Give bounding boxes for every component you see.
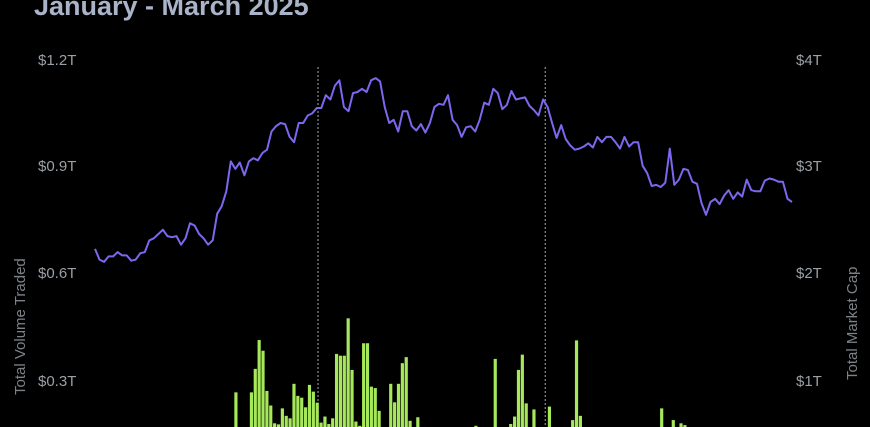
volume-bar [571,420,575,427]
left-tick-label: $1.2T [38,52,76,69]
volume-bar [362,343,366,427]
volume-bar [373,388,377,427]
volume-bar [331,418,335,427]
volume-bar [354,421,358,427]
volume-bar [342,355,346,427]
volume-bar [358,425,362,427]
volume-bar [389,383,393,427]
volume-bar [404,357,408,427]
volume-bar [234,392,238,427]
left-axis-title: Total Volume Traded [12,258,29,395]
left-tick-label: $0.6T [38,265,76,282]
right-tick-label: $4T [796,52,822,69]
volume-bar [304,407,308,427]
volume-bar [261,350,265,427]
volume-bar [400,363,404,427]
volume-bar [307,384,312,427]
volume-bar [520,354,524,427]
volume-bar [288,418,292,427]
chart-title: January - March 2025 [34,0,309,21]
volume-bar [253,368,257,427]
volume-bar [350,369,354,427]
volume-bar [377,410,381,427]
volume-bar [296,395,300,427]
volume-bar [269,405,273,427]
reference-lines [317,67,546,427]
volume-bar [249,392,253,427]
volume-bar [547,406,552,427]
volume-bar [257,340,261,427]
volume-bar [365,343,370,427]
volume-bar [493,358,497,427]
volume-bar [346,318,350,427]
right-tick-label: $2T [796,265,822,282]
right-axis-title: Total Market Cap [844,267,861,380]
market-cap-line [94,77,793,263]
volume-bar [315,402,319,427]
volume-bar [284,415,288,427]
volume-bar [300,397,304,427]
volume-bar [671,420,675,427]
volume-bar [311,391,315,427]
left-tick-label: $0.3T [38,373,76,390]
volume-bar [509,424,513,427]
volume-bar [369,386,373,427]
volume-bar [516,369,521,427]
right-axis: $4T $3T $2T $1T [796,52,822,390]
volume-bars [234,318,687,427]
volume-bar [334,353,339,427]
volume-bar [396,383,401,427]
volume-bar [292,383,296,427]
volume-bar [408,420,412,427]
volume-bar [276,424,281,427]
volume-bar [319,422,323,427]
volume-bar [338,355,343,427]
volume-bar [532,409,536,427]
volume-bar [265,390,269,427]
volume-bar [327,424,331,427]
volume-bar [578,415,582,427]
volume-bar [524,403,528,427]
volume-bar [280,408,284,427]
left-tick-label: $0.9T [38,158,76,175]
volume-bar [513,416,517,427]
volume-bar [683,425,687,427]
right-tick-label: $1T [796,373,822,390]
volume-bar [474,425,478,427]
left-axis: $1.2T $0.9T $0.6T $0.3T [38,52,76,390]
volume-bar [660,408,664,427]
volume-bar [273,423,277,427]
volume-bar [323,416,327,427]
volume-bar [416,417,420,427]
volume-bar [393,402,397,427]
volume-bar [574,340,579,427]
market-cap-line-group [94,77,793,263]
volume-bar [679,423,683,427]
right-tick-label: $3T [796,158,822,175]
